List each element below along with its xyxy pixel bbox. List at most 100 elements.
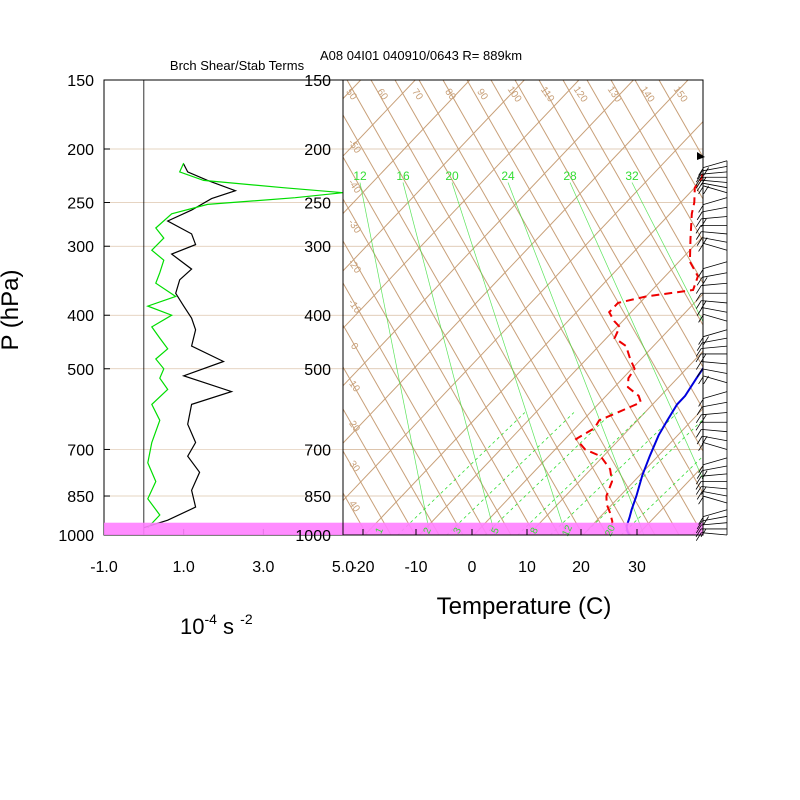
skew-t-y-tick-label: 200 [304, 142, 331, 159]
wind-barb [696, 206, 728, 221]
wind-barb-column [695, 152, 728, 541]
wind-barb [695, 231, 728, 240]
wind-barb [698, 185, 728, 195]
wind-barb [698, 313, 728, 323]
mixing-ratio-label: 1 [374, 526, 387, 536]
skew-t-panel: 50 60 70 80 90 100 110 120 130 140 150-50-40-30-20… [0, 73, 800, 576]
isotherm-line [473, 293, 703, 535]
isotherm-label: 150 [671, 85, 690, 105]
skew-t-frame [342, 79, 704, 536]
wind-barb [695, 412, 728, 424]
isotherm-line [747, 80, 800, 535]
moist-adiabat-line [631, 182, 703, 323]
unit-exponent-2: -2 [240, 611, 253, 627]
skew-t-y-tick-label: 250 [304, 196, 331, 213]
pressure-axis-label: P (hPa) [0, 270, 24, 351]
mixing-ratio-label: 20 [445, 169, 459, 183]
dry-adiabat-line [514, 80, 703, 411]
dry-adiabat-line [442, 80, 703, 535]
dry-adiabat-line [343, 281, 488, 535]
wind-barb [695, 481, 727, 490]
wind-barb [695, 486, 728, 495]
wind-barb [695, 282, 728, 294]
dry-adiabat-line [370, 80, 632, 535]
dry-adiabat-line [343, 323, 464, 535]
mixing-ratio-label: 2 [422, 526, 435, 536]
dry-adiabat-line [418, 80, 680, 535]
wind-barb [696, 435, 728, 445]
dry-adiabat-line [343, 113, 584, 535]
isotherm-line [528, 350, 703, 535]
isotherm-label: 100 [505, 85, 524, 105]
isotherm-label: 80 [442, 87, 458, 103]
isotherm-label: 120 [571, 85, 590, 105]
wind-barb [698, 442, 728, 451]
left-x-tick-label: 3.0 [252, 559, 274, 576]
skew-t-y-tick-label: 850 [304, 489, 331, 506]
dry-adiabat-line [59, 80, 319, 535]
dry-adiabat-line [634, 80, 703, 201]
isotherm-label: -30 [345, 217, 363, 236]
dewpoint-profile-line [574, 173, 703, 535]
isotherm-label: 0 [348, 341, 360, 352]
left-y-tick-label: 1000 [58, 528, 94, 545]
unit-symbol: s [217, 614, 240, 639]
mixing-ratio-line [517, 412, 646, 535]
mixing-ratio-label: 3 [452, 526, 465, 536]
boundary-layer-band [104, 522, 703, 535]
wind-barb [698, 243, 728, 252]
skew-t-y-tick-label: 500 [304, 362, 331, 379]
isotherm-line [0, 80, 197, 535]
wind-barb [695, 300, 728, 309]
left-y-tick-label: 700 [67, 442, 94, 459]
skew-t-y-tick-label: 400 [304, 308, 331, 325]
skew-t-y-tick-label: 300 [304, 239, 331, 256]
skew-t-plot-area [0, 80, 800, 535]
stability-profile-line [143, 163, 238, 529]
mixing-ratio-label: 28 [563, 169, 577, 183]
wind-barb [698, 391, 728, 407]
dry-adiabat-line [0, 80, 199, 535]
dry-adiabat-line [343, 365, 440, 535]
isotherm-line [582, 407, 703, 535]
wind-barb [698, 375, 728, 385]
mixing-ratio-line [549, 412, 678, 535]
wind-barb [696, 491, 728, 500]
temperature-axis-label: Temperature (C) [437, 593, 612, 620]
mixing-ratio-label: 16 [396, 169, 410, 183]
dry-adiabat-line [466, 80, 703, 495]
left-x-tick-label: 1.0 [173, 559, 195, 576]
skew-t-y-tick-label: 700 [304, 442, 331, 459]
isotherm-line [691, 522, 703, 535]
moist-adiabat-line [507, 182, 645, 535]
wind-barb [698, 329, 728, 345]
mixing-ratio-label: 32 [625, 169, 639, 183]
wind-barb [696, 515, 728, 530]
left-y-tick-label: 250 [67, 196, 94, 213]
dry-adiabat-line [0, 80, 223, 535]
wind-barb [695, 345, 728, 357]
wind-barb [696, 165, 728, 180]
shear-profile-line [146, 162, 344, 529]
isotherm-line [343, 80, 580, 330]
isotherm-line [364, 178, 703, 535]
left-x-tick-label: 5.0 [332, 559, 354, 576]
isotherm-label: 50 [343, 87, 359, 103]
isotherm-label: -20 [345, 257, 363, 276]
wind-barb [698, 495, 728, 505]
wind-barb [695, 361, 728, 370]
wind-barb [695, 473, 728, 485]
left-y-tick-label: 150 [67, 73, 94, 90]
skew-t-x-tick-label: 20 [572, 559, 590, 576]
isotherm-line [343, 80, 634, 387]
isotherm-line [637, 465, 703, 535]
dry-adiabat-line [343, 407, 416, 535]
dry-adiabat-line [0, 80, 247, 535]
left-y-tick-label: 200 [67, 142, 94, 159]
isotherm-line [0, 80, 252, 535]
wind-barb [695, 353, 727, 363]
isotherm-label: 140 [638, 85, 657, 105]
dry-adiabat-line [490, 80, 703, 453]
dry-adiabat-line [562, 80, 703, 327]
isotherm-line [343, 80, 689, 444]
